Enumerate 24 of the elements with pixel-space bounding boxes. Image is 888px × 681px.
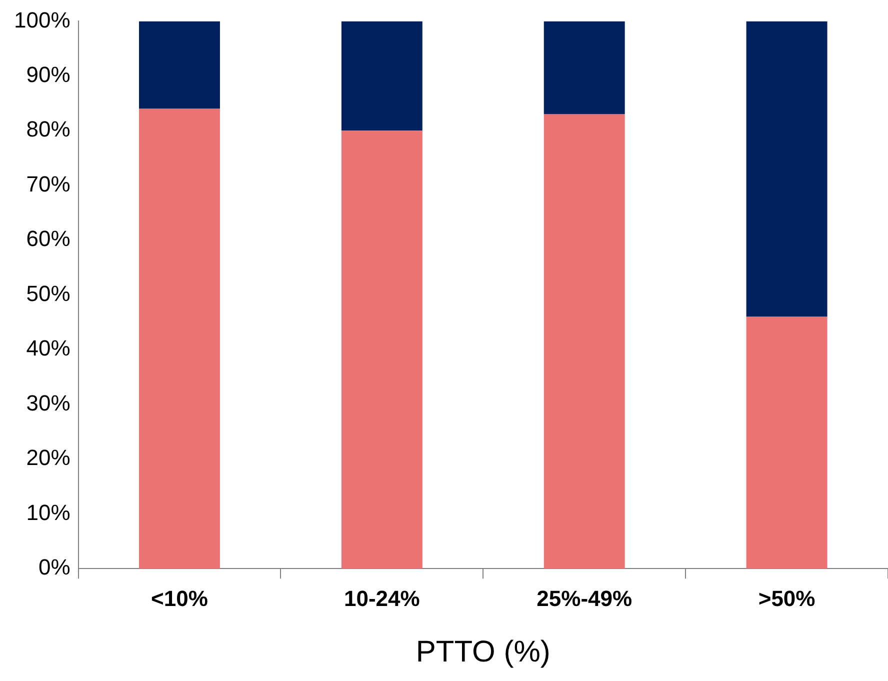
y-tick-label: 10% [26,500,70,525]
y-tick-label: 30% [26,390,70,416]
y-tick-label: 80% [26,116,70,142]
x-axis-title: PTTO (%) [416,635,550,668]
x-tick-label: 10-24% [344,586,420,611]
bar [139,21,220,109]
y-tick-label: 60% [26,226,70,252]
bar [746,316,828,569]
y-tick-label: 20% [26,445,70,470]
y-tick-label: 0% [38,554,70,580]
bar [544,114,625,569]
x-tick-label: 25%-49% [536,586,632,611]
bar [341,130,422,569]
bar [341,21,422,131]
bar [139,108,220,569]
y-tick-label: 50% [26,280,70,306]
x-tick-label: <10% [151,586,208,611]
y-tick-label: 40% [26,336,70,361]
bar [544,21,625,114]
y-tick-label: 90% [26,62,70,88]
bar [746,21,828,317]
y-tick-label: 100% [14,7,70,32]
y-tick-label: 70% [26,171,70,196]
x-tick-label: >50% [758,586,816,611]
